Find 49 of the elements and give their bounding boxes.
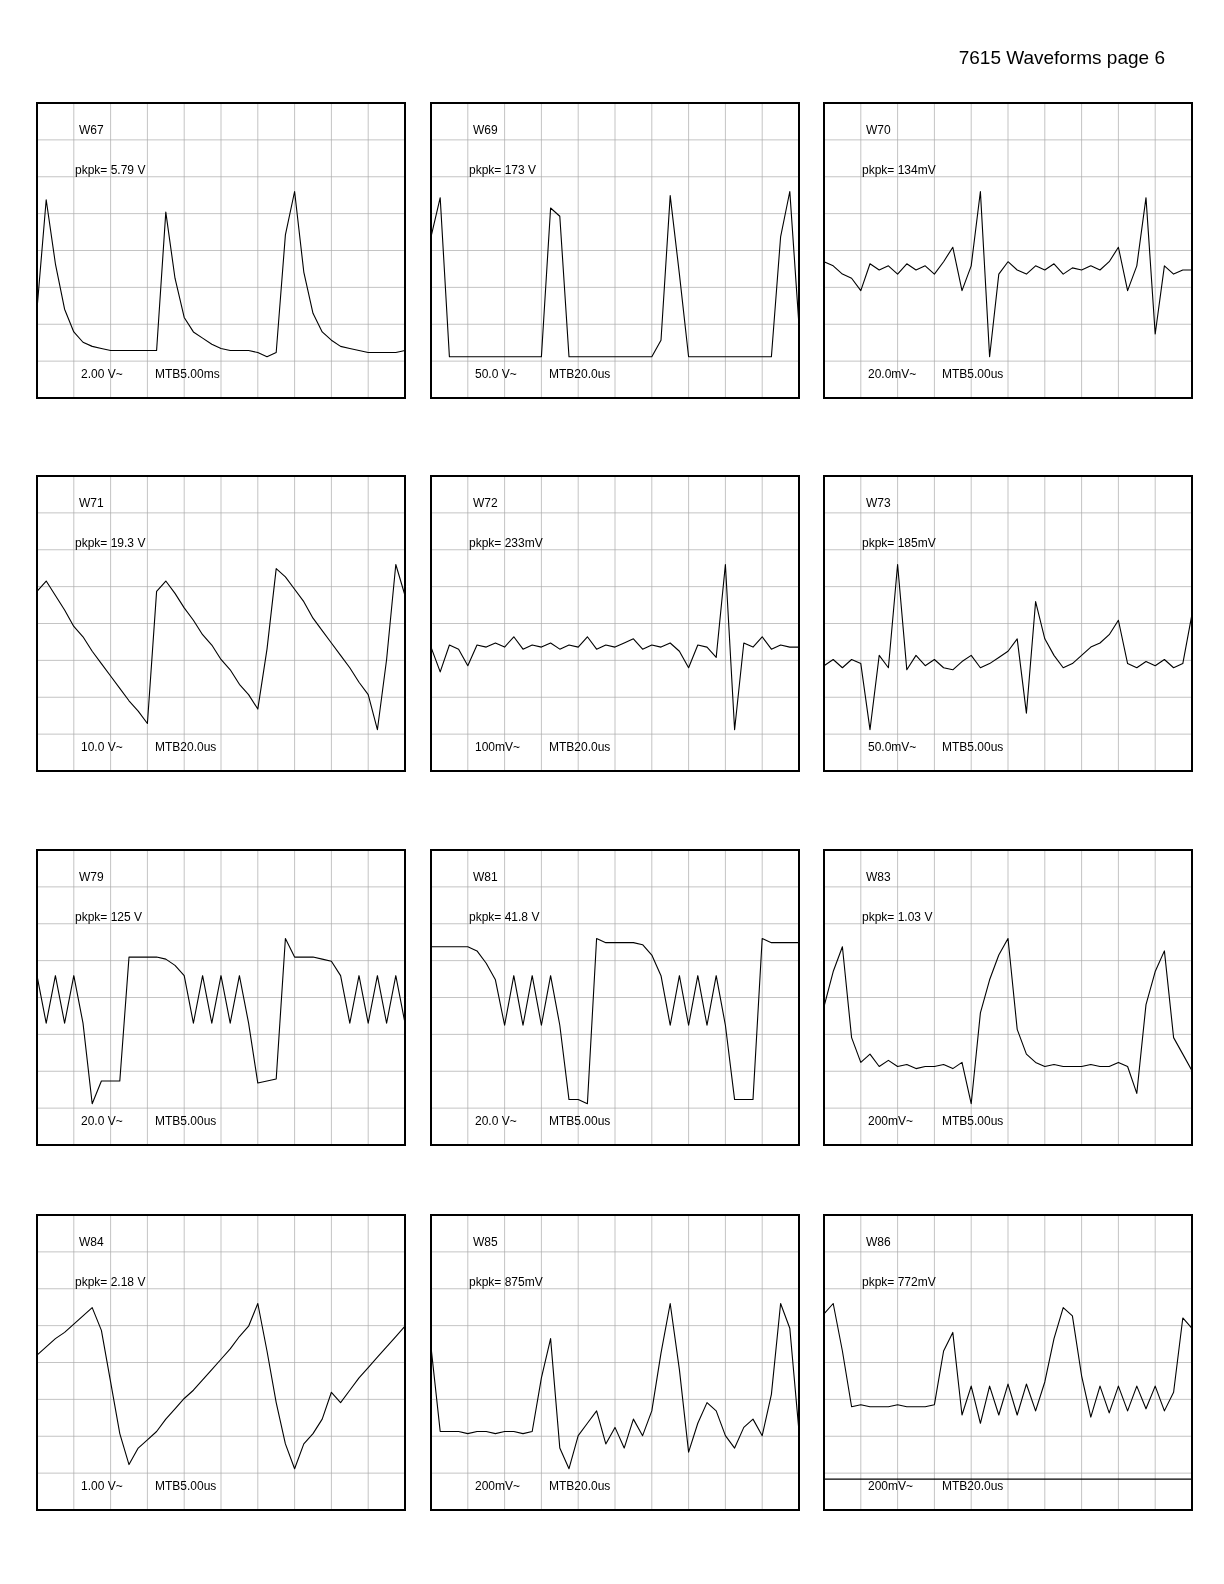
annotation: MTB20.0us — [549, 367, 611, 381]
annotation: MTB20.0us — [549, 1479, 611, 1493]
chart-title: W84 — [79, 1235, 104, 1249]
text: pkpk= 134mV — [862, 163, 936, 177]
chart-title: W71 — [79, 496, 104, 510]
annotation: MTB5.00us — [155, 1479, 217, 1493]
annotation: 100mV~ — [475, 740, 521, 754]
text: pkpk= 41.8 V — [469, 910, 540, 924]
annotation: 10.0 V~ — [81, 740, 123, 754]
chart-title: W73 — [866, 496, 891, 510]
chart-title: W67 — [79, 123, 104, 137]
annotation: MTB20.0us — [942, 1479, 1004, 1493]
text: pkpk= 233mV — [469, 536, 543, 550]
chart-title: W86 — [866, 1235, 891, 1249]
annotation: MTB5.00us — [942, 1114, 1004, 1128]
annotation: 20.0 V~ — [81, 1114, 123, 1128]
text: pkpk= 5.79 V — [75, 163, 146, 177]
text: pkpk= 772mV — [862, 1275, 936, 1289]
text: pkpk= 125 V — [75, 910, 143, 924]
text: pkpk= 19.3 V — [75, 536, 146, 550]
annotation: MTB20.0us — [549, 740, 611, 754]
annotation: 2.00 V~ — [81, 367, 123, 381]
text: 7615 Waveforms page 6 — [958, 47, 1165, 68]
text: pkpk= 173 V — [469, 163, 537, 177]
chart-title: W85 — [473, 1235, 498, 1249]
text: pkpk= 1.03 V — [862, 910, 933, 924]
text: pkpk= 185mV — [862, 536, 936, 550]
chart-title: W69 — [473, 123, 498, 137]
annotation: MTB5.00us — [549, 1114, 611, 1128]
annotation: 200mV~ — [475, 1479, 521, 1493]
annotation: 200mV~ — [868, 1114, 914, 1128]
chart-title: W81 — [473, 870, 498, 884]
annotation: 200mV~ — [868, 1479, 914, 1493]
chart-title: W70 — [866, 123, 891, 137]
chart-title: W72 — [473, 496, 498, 510]
annotation: MTB5.00us — [942, 740, 1004, 754]
annotation: MTB5.00us — [942, 367, 1004, 381]
text: pkpk= 875mV — [469, 1275, 543, 1289]
annotation: MTB5.00us — [155, 1114, 217, 1128]
annotation: 20.0mV~ — [868, 367, 917, 381]
annotation: MTB20.0us — [155, 740, 217, 754]
annotation: 20.0 V~ — [475, 1114, 517, 1128]
annotation: MTB5.00ms — [155, 367, 220, 381]
annotation: 1.00 V~ — [81, 1479, 123, 1493]
chart-title: W79 — [79, 870, 104, 884]
annotation: 50.0 V~ — [475, 367, 517, 381]
annotation: 50.0mV~ — [868, 740, 917, 754]
text: pkpk= 2.18 V — [75, 1275, 146, 1289]
chart-title: W83 — [866, 870, 891, 884]
